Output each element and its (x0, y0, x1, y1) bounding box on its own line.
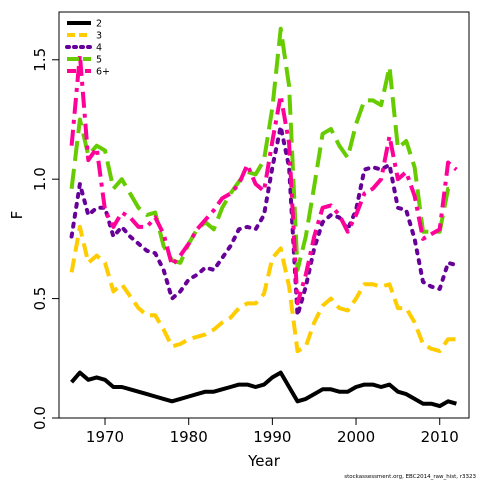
series-layer (69, 26, 459, 409)
series-line-3 (69, 124, 459, 318)
series-line-4 (69, 26, 457, 272)
series-line-2 (69, 224, 457, 354)
y-tick-label: 0.0 (31, 406, 49, 430)
y-tick-label: 1.5 (31, 48, 49, 72)
x-tick-label: 2010 (421, 428, 459, 446)
footnote: stockassessment.org, EBC2014_raw_hist, r… (344, 474, 476, 480)
x-tick-label: 1990 (253, 428, 291, 446)
x-tick-label: 1970 (86, 428, 124, 446)
legend-label: 4 (96, 43, 102, 54)
y-tick-label: 1.0 (31, 167, 49, 191)
y-tick-label: 0.5 (31, 287, 49, 311)
plot-frame (58, 11, 470, 419)
x-tick-label: 2000 (337, 428, 375, 446)
legend-label: 5 (96, 55, 102, 66)
y-axis: 0.0 0.5 1.0 1.5 (31, 48, 59, 430)
x-axis-title: Year (247, 452, 281, 470)
x-tick-label: 1980 (170, 428, 208, 446)
series-line-1 (70, 370, 457, 409)
legend-label: 6+ (96, 67, 110, 78)
legend-label: 2 (96, 19, 102, 30)
legend-label: 3 (96, 31, 102, 42)
y-axis-title: F (8, 211, 26, 220)
x-axis: 1970 1980 1990 2000 2010 (86, 418, 459, 446)
series-line-5 (69, 53, 458, 306)
